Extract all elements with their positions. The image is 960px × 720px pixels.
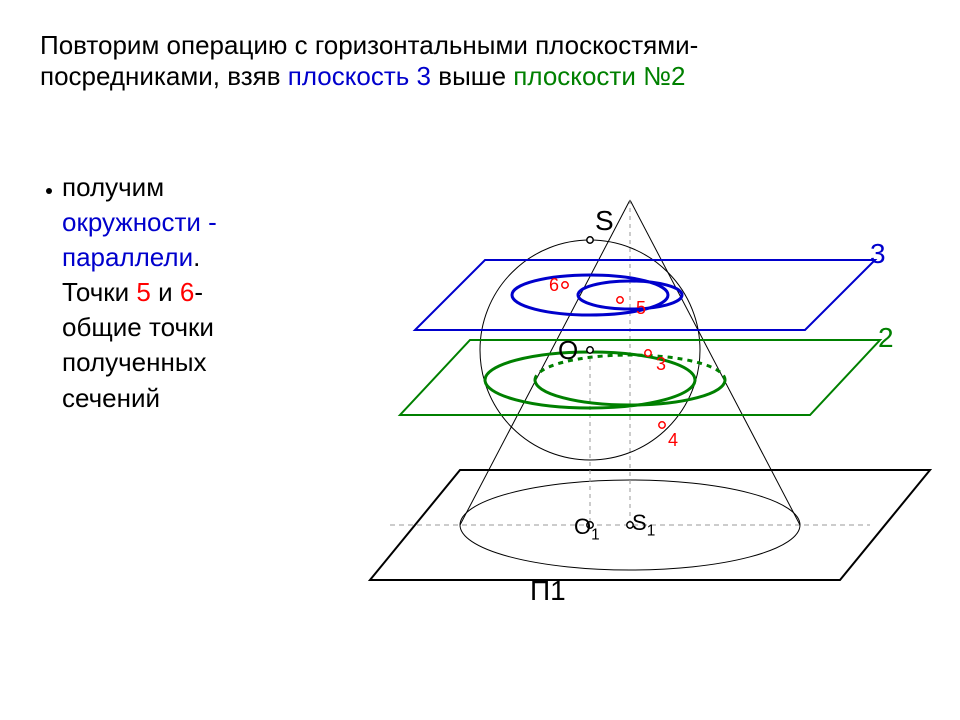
label-S1: S1 xyxy=(632,510,655,540)
label-l2: 2 xyxy=(878,322,894,354)
label-p4: 4 xyxy=(668,430,678,451)
bullet-text: получимокружности -параллели.Точки 5 и 6… xyxy=(62,170,217,416)
label-l3: 3 xyxy=(870,238,886,270)
label-p5: 5 xyxy=(636,298,646,319)
point-5 xyxy=(617,297,623,303)
point-4 xyxy=(659,422,665,428)
point-O xyxy=(587,347,593,353)
label-P1: П1 xyxy=(530,575,566,607)
label-O: О xyxy=(558,335,578,366)
page-title: Повторим операцию с горизонтальными плос… xyxy=(40,30,698,92)
point-sphere-top xyxy=(587,237,593,243)
diagram xyxy=(330,180,950,640)
label-S: S xyxy=(595,205,614,237)
bullet-dot xyxy=(46,188,52,194)
cone-edge-left xyxy=(460,200,630,525)
label-O1: О1 xyxy=(574,514,600,544)
point-3 xyxy=(645,350,651,356)
label-p3: 3 xyxy=(656,354,666,375)
label-p6: 6 xyxy=(549,275,559,296)
point-6 xyxy=(562,282,568,288)
